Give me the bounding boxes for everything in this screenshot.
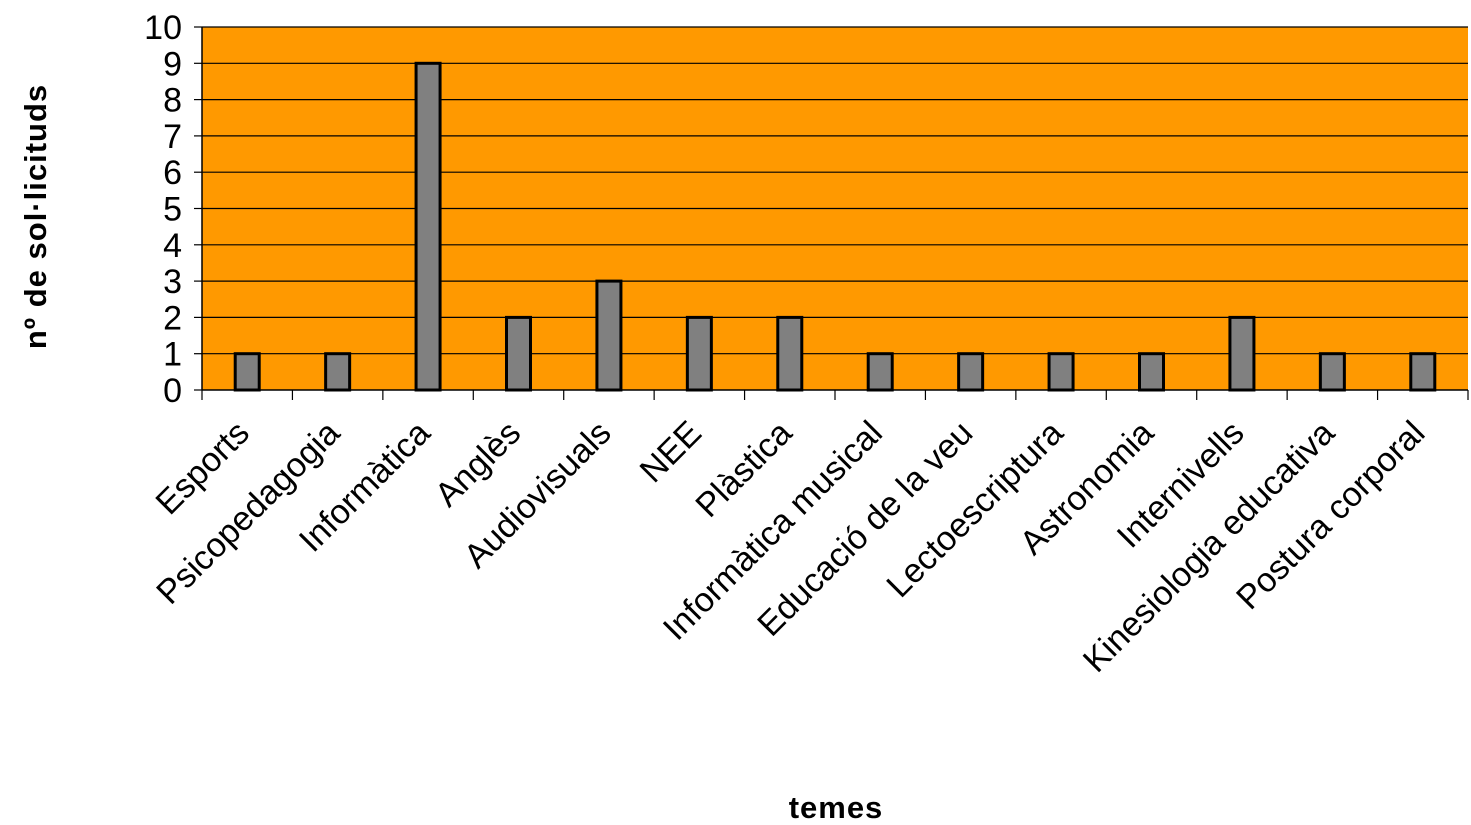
y-tick-label: 0 — [163, 372, 182, 410]
y-tick-label: 10 — [144, 9, 182, 47]
y-tick-label: 3 — [163, 263, 182, 301]
bar — [776, 315, 804, 392]
bar — [685, 315, 713, 392]
y-tick-label: 9 — [163, 45, 182, 83]
bar — [1047, 352, 1075, 392]
bar — [595, 279, 623, 392]
bar — [1318, 352, 1346, 392]
axes — [194, 26, 1469, 400]
y-tick-label: 2 — [163, 299, 182, 337]
bar — [1138, 352, 1165, 392]
x-tick-label: NEE — [633, 414, 709, 490]
y-tick-label: 1 — [163, 336, 182, 374]
y-tick-label: 6 — [163, 154, 182, 192]
bar — [505, 315, 532, 392]
y-tick-label: 5 — [163, 191, 182, 229]
y-tick-label: 8 — [163, 82, 182, 120]
bar — [1228, 315, 1256, 392]
y-axis-title: nº de sol·licituds — [18, 84, 53, 349]
x-tick-labels: EsportsPsicopedagogiaInformàticaAnglèsAu… — [148, 414, 1432, 680]
bar — [866, 352, 894, 392]
bar — [324, 352, 352, 392]
gridlines — [202, 26, 1468, 355]
bar — [957, 352, 985, 392]
bar — [1409, 352, 1437, 392]
y-tick-label: 7 — [163, 118, 182, 156]
y-tick-label: 4 — [163, 227, 182, 265]
x-axis-title: temes — [789, 790, 884, 825]
bar — [414, 61, 442, 392]
bar — [233, 352, 261, 392]
